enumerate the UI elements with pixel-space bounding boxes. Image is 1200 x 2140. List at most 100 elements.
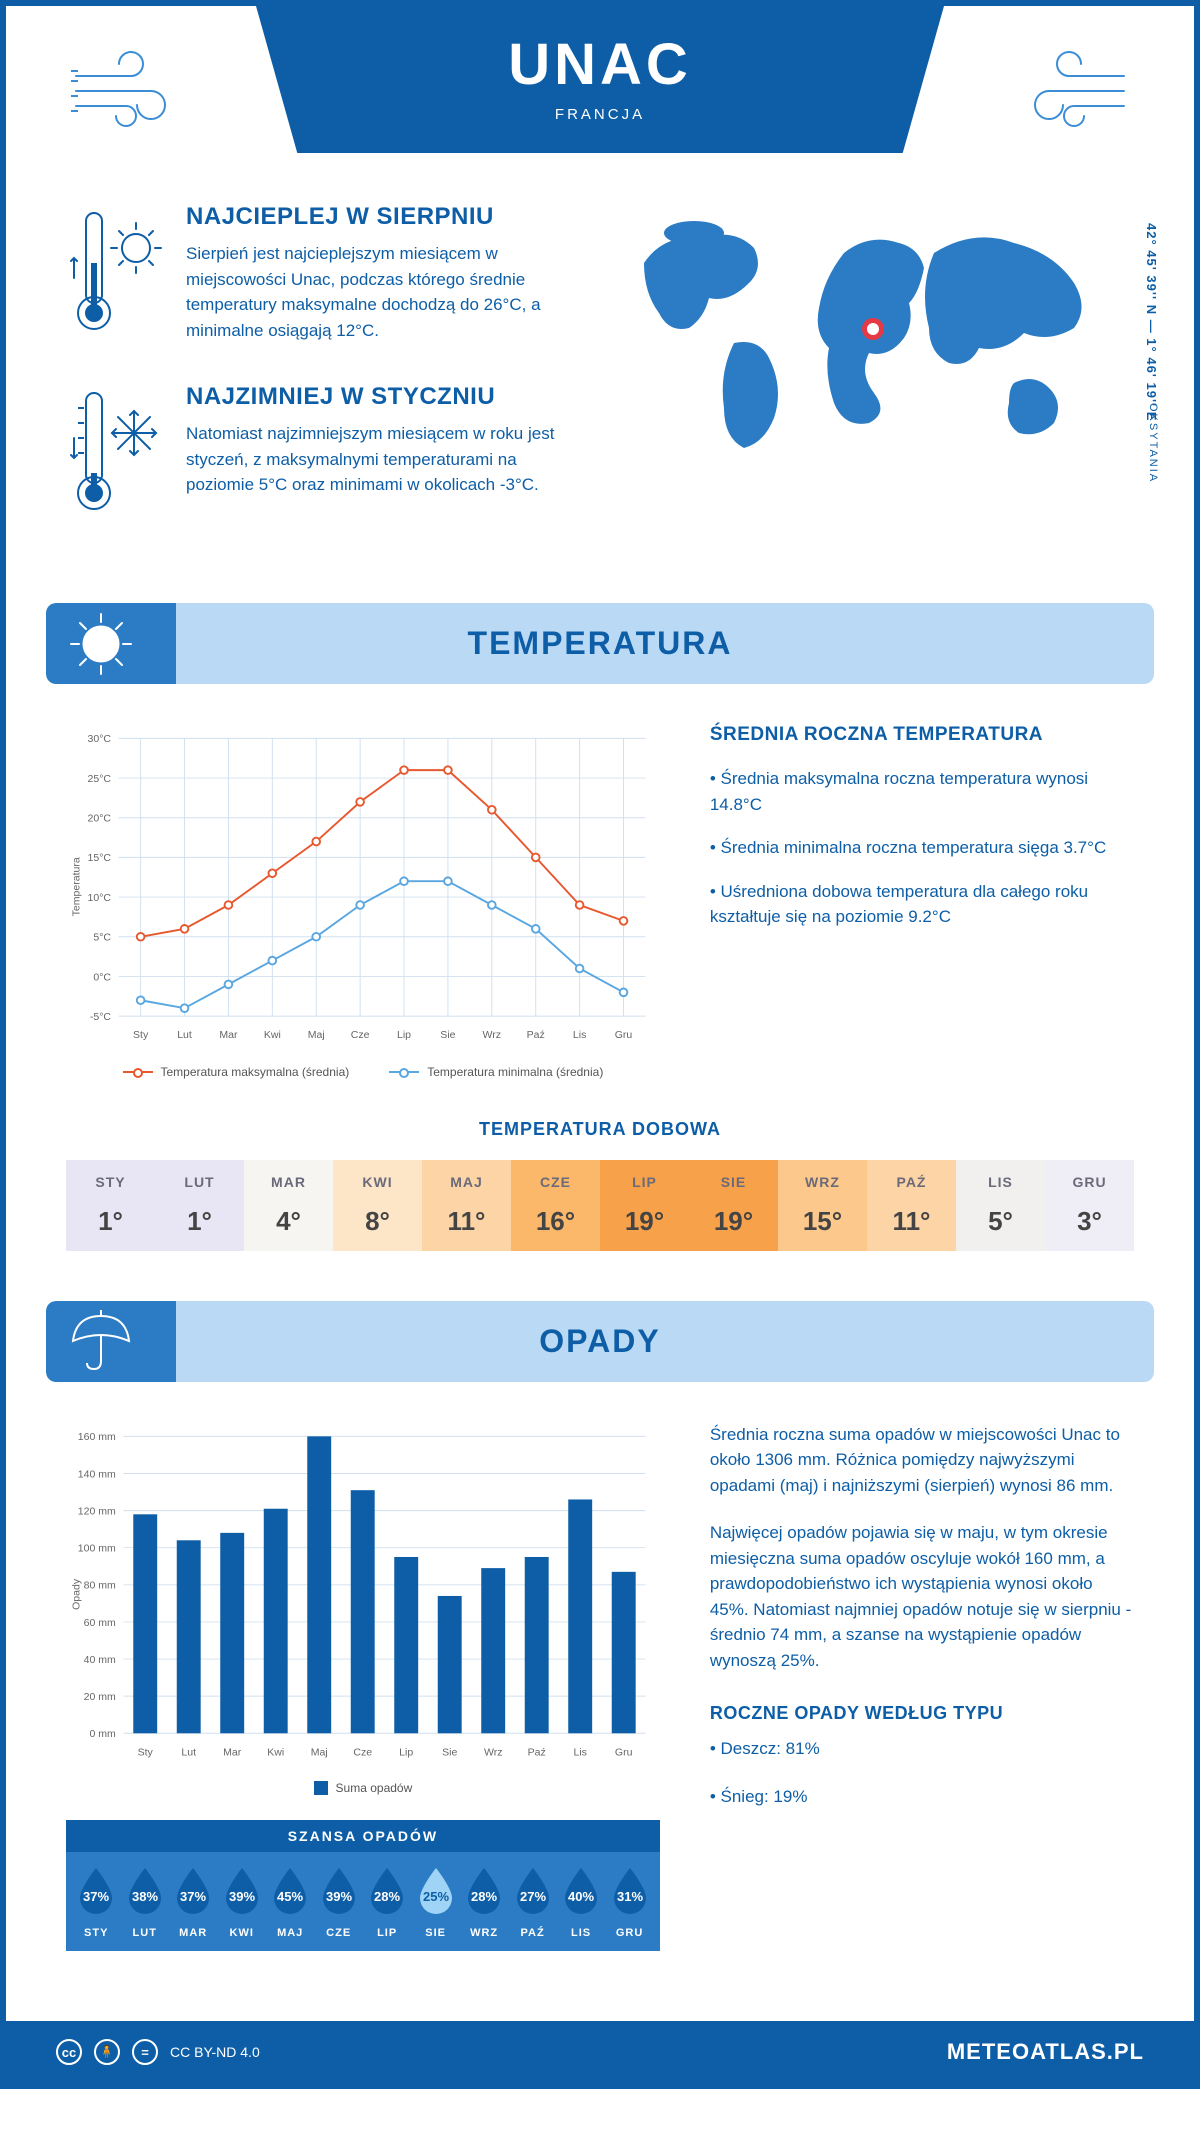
temp-cell: GRU3° [1045, 1160, 1134, 1251]
cc-icon: cc [56, 2039, 82, 2065]
chance-cell: 39%CZE [314, 1864, 362, 1939]
drop-icon: 37% [74, 1864, 118, 1916]
drop-icon: 25% [414, 1864, 458, 1916]
temp-cell-value: 3° [1045, 1206, 1134, 1237]
svg-text:100 mm: 100 mm [78, 1542, 116, 1554]
site-name: METEOATLAS.PL [947, 2039, 1144, 2065]
chance-month: PAŹ [508, 1927, 556, 1939]
region-label: OKSYTANIA [1147, 403, 1159, 483]
coordinates-label: 42° 45' 39'' N — 1° 46' 19'' E [1144, 223, 1159, 421]
precip-type-0: • Deszcz: 81% [710, 1736, 1134, 1762]
temp-cell-month: CZE [511, 1174, 600, 1190]
temp-cell-value: 16° [511, 1206, 600, 1237]
svg-text:Paź: Paź [528, 1746, 546, 1758]
temp-cell-month: STY [66, 1174, 155, 1190]
svg-text:Paź: Paź [527, 1029, 545, 1041]
svg-text:10°C: 10°C [88, 892, 112, 904]
precip-section-title: OPADY [46, 1323, 1154, 1360]
coldest-block: NAJZIMNIEJ W STYCZNIU Natomiast najzimni… [66, 383, 574, 528]
svg-text:Lut: Lut [177, 1029, 192, 1041]
chance-cell: 31% GRU [605, 1864, 653, 1939]
svg-text:0°C: 0°C [93, 971, 111, 983]
drop-icon: 28% [365, 1864, 409, 1916]
warmest-text: Sierpień jest najcieplejszym miesiącem w… [186, 241, 574, 343]
license-text: CC BY-ND 4.0 [170, 2044, 260, 2060]
svg-text:25°C: 25°C [88, 773, 112, 785]
svg-text:20 mm: 20 mm [84, 1691, 116, 1703]
sun-icon [66, 609, 136, 679]
temp-bullet-2: • Uśredniona dobowa temperatura dla całe… [710, 879, 1134, 930]
thermometer-cold-icon [66, 383, 166, 523]
chance-month: GRU [605, 1927, 653, 1939]
chance-month: MAJ [266, 1927, 314, 1939]
svg-text:15°C: 15°C [88, 852, 112, 864]
svg-text:Lut: Lut [181, 1746, 196, 1758]
chance-month: KWI [217, 1927, 265, 1939]
temp-bullet-0: • Średnia maksymalna roczna temperatura … [710, 766, 1134, 817]
temp-cell: KWI 8° [333, 1160, 422, 1251]
temp-cell-month: PAŹ [867, 1174, 956, 1190]
temp-cell-value: 11° [422, 1206, 511, 1237]
thermometer-hot-icon [66, 203, 166, 343]
svg-text:Gru: Gru [615, 1029, 633, 1041]
precip-section-header: OPADY [46, 1301, 1154, 1382]
svg-text:Maj: Maj [308, 1029, 325, 1041]
drop-icon: 40% [559, 1864, 603, 1916]
warmest-block: NAJCIEPLEJ W SIERPNIU Sierpień jest najc… [66, 203, 574, 348]
map-marker-icon [862, 318, 884, 340]
drop-icon: 31% [608, 1864, 652, 1916]
svg-text:Kwi: Kwi [267, 1746, 284, 1758]
precip-type-1: • Śnieg: 19% [710, 1784, 1134, 1810]
temp-line-chart: -5°C0°C5°C10°C15°C20°C25°C30°CStyLutMarK… [66, 724, 660, 1079]
temp-section-header: TEMPERATURA [46, 603, 1154, 684]
svg-text:80 mm: 80 mm [84, 1579, 116, 1591]
svg-text:20°C: 20°C [88, 813, 112, 825]
drop-icon: 45% [268, 1864, 312, 1916]
svg-text:40%: 40% [568, 1889, 594, 1904]
svg-text:Cze: Cze [353, 1746, 372, 1758]
svg-text:Lis: Lis [573, 1746, 586, 1758]
temp-cell-month: KWI [333, 1174, 422, 1190]
daily-temp-table: STY1°LUT1°MAR4°KWI8°MAJ11°CZE16°LIP19°SI… [66, 1160, 1134, 1251]
chance-month: CZE [314, 1927, 362, 1939]
svg-text:Gru: Gru [615, 1746, 633, 1758]
svg-text:Lip: Lip [399, 1746, 413, 1758]
temp-cell: PAŹ11° [867, 1160, 956, 1251]
svg-text:Sie: Sie [440, 1029, 455, 1041]
svg-text:Cze: Cze [351, 1029, 370, 1041]
title-banner: UNAC FRANCJA [256, 6, 944, 153]
temp-cell-month: WRZ [778, 1174, 867, 1190]
svg-text:160 mm: 160 mm [78, 1431, 116, 1443]
temp-cell-value: 19° [600, 1206, 689, 1237]
temp-cell: MAR4° [244, 1160, 333, 1251]
svg-text:0 mm: 0 mm [90, 1728, 117, 1740]
temp-cell-value: 1° [66, 1206, 155, 1237]
svg-text:Lip: Lip [397, 1029, 411, 1041]
legend-precip: Suma opadów [314, 1781, 413, 1795]
chance-cell: 28%WRZ [460, 1864, 508, 1939]
chance-cell: 37%MAR [169, 1864, 217, 1939]
svg-text:Wrz: Wrz [484, 1746, 503, 1758]
temp-cell-value: 8° [333, 1206, 422, 1237]
temp-cell: LIP19° [600, 1160, 689, 1251]
temp-cell-month: LUT [155, 1174, 244, 1190]
svg-text:39%: 39% [229, 1889, 255, 1904]
precip-type-title: ROCZNE OPADY WEDŁUG TYPU [710, 1703, 1134, 1724]
temp-cell-month: MAJ [422, 1174, 511, 1190]
temp-cell: MAJ 11° [422, 1160, 511, 1251]
temp-cell-value: 15° [778, 1206, 867, 1237]
svg-text:-5°C: -5°C [90, 1011, 112, 1023]
svg-text:Mar: Mar [223, 1746, 242, 1758]
chance-month: WRZ [460, 1927, 508, 1939]
wind-icon-left [66, 36, 216, 136]
svg-text:25%: 25% [423, 1889, 449, 1904]
temp-cell-value: 5° [956, 1206, 1045, 1237]
chance-month: LIS [557, 1927, 605, 1939]
chance-month: STY [72, 1927, 120, 1939]
legend-min: Temperatura minimalna (średnia) [389, 1065, 603, 1079]
svg-text:Sty: Sty [138, 1746, 154, 1758]
temp-cell-value: 19° [689, 1206, 778, 1237]
temp-cell: SIE19° [689, 1160, 778, 1251]
nd-icon: = [132, 2039, 158, 2065]
temp-cell: WRZ 15° [778, 1160, 867, 1251]
